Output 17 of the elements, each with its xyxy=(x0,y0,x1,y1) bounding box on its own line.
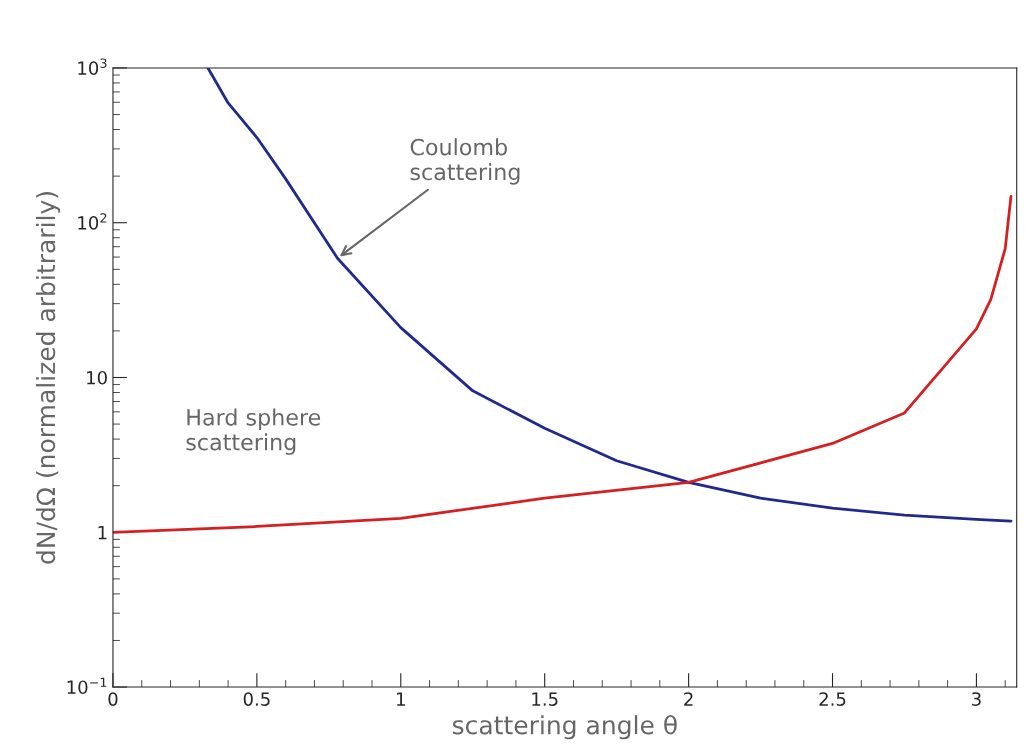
x-tick-label: 2.5 xyxy=(819,692,846,706)
y-tick-label: 10$^{3}$ xyxy=(78,58,107,75)
x-tick-label: 1 xyxy=(397,692,405,706)
y-tick-label: 10$^{−1}$ xyxy=(67,677,107,695)
x-tick-label: 1.5 xyxy=(532,692,558,706)
y-tick-label: 1 xyxy=(98,525,107,540)
x-tick-label: 3 xyxy=(972,692,981,706)
x-tick-label: 0.5 xyxy=(243,692,270,706)
line-series xyxy=(112,194,1013,534)
x-axis-title: scattering angle θ xyxy=(452,714,677,740)
y-tick-label: 10$^{2}$ xyxy=(78,213,107,230)
y-tick-label: 10 xyxy=(87,370,107,385)
x-tick-label: 0 xyxy=(108,692,118,706)
y-axis-title: dN/dΩ (normalized arbitrarily) xyxy=(35,192,61,564)
annotation: Hard sphere scattering xyxy=(186,408,321,455)
x-tick-label: 2 xyxy=(684,692,693,706)
annotation: Coulomb scattering xyxy=(410,138,520,185)
